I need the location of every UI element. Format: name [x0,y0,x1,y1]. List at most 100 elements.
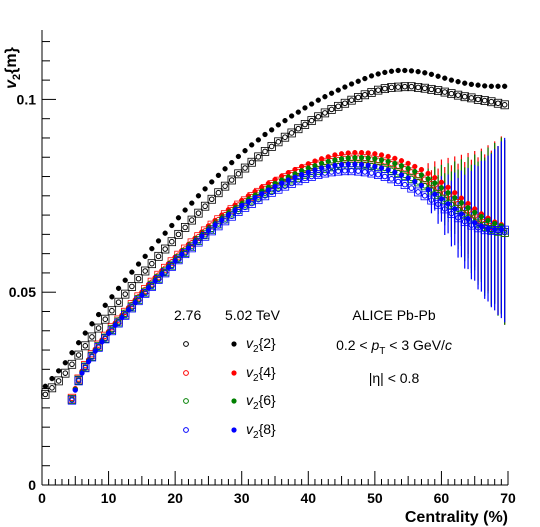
legend-marker-filled [231,370,237,376]
data-point [402,181,408,188]
data-point [235,153,242,160]
data-point [392,169,398,175]
syst-box [260,147,270,156]
data-point [155,238,162,244]
syst-box [394,177,403,186]
syst-box [334,166,343,176]
data-point [432,180,438,186]
data-point [228,177,235,183]
data-point [115,299,122,306]
data-point [501,227,508,233]
data-point [322,170,328,176]
data-point [461,93,468,100]
data-point [368,73,375,79]
data-point [348,167,355,174]
legend-label: v2{2} [246,335,276,355]
data-point [398,163,405,169]
data-point [262,148,268,155]
data-point [378,157,385,163]
data-point [432,175,438,181]
syst-box [87,352,97,362]
syst-box [107,326,117,336]
syst-box [493,98,503,108]
data-point [162,230,168,236]
data-point [42,391,49,398]
data-point [335,103,342,110]
data-point [42,383,48,389]
data-point [49,375,55,382]
syst-box [413,83,423,92]
data-point [468,81,475,88]
data-point [502,83,508,89]
data-point [202,186,208,192]
data-point [432,191,438,197]
data-point [175,231,182,238]
legend-marker-open [183,341,189,347]
legend-label: v2{4} [246,364,276,384]
data-point [102,302,108,308]
data-point [425,176,431,182]
data-point [475,225,481,231]
data-point [488,98,495,105]
data-point [352,161,358,167]
data-point [345,161,351,167]
syst-box [220,181,230,191]
syst-box [81,363,90,373]
data-point [382,85,388,92]
data-point [302,175,308,182]
data-point [402,67,408,74]
syst-box [320,108,330,118]
data-point [129,269,135,275]
data-point [162,270,168,276]
data-point [82,343,89,349]
data-point [208,228,215,234]
data-point [342,100,348,107]
y-tick-label: 0.1 [17,91,37,107]
syst-box [387,83,396,92]
data-point [55,378,62,384]
data-point [89,321,95,327]
data-point [109,327,115,334]
data-point [412,168,418,175]
data-point [372,156,378,162]
data-point [388,84,395,91]
data-point [465,205,471,211]
data-point [89,334,95,340]
data-point [455,214,461,221]
data-point [288,113,295,119]
data-point [275,186,282,193]
data-point [102,316,109,322]
syst-box [274,137,283,147]
data-point [348,81,355,87]
data-point [228,213,235,220]
syst-box [493,226,503,235]
data-point [308,117,315,124]
syst-box [300,174,310,183]
syst-box [394,82,403,92]
data-point [475,82,481,88]
data-point [395,178,401,185]
syst-box [47,383,57,393]
data-point [242,204,248,211]
annotation-pt-cut: 0.2 < pT < 3 GeV/c [336,337,452,357]
syst-box [440,87,449,97]
syst-box [161,268,170,278]
syst-box [327,167,336,177]
syst-box [127,303,137,313]
syst-box [161,244,170,254]
data-point [135,261,142,267]
data-point [235,171,242,177]
data-point [435,201,441,208]
syst-box [41,389,50,399]
data-point [169,222,175,229]
data-point [175,257,182,263]
syst-box [320,168,330,178]
syst-box [473,223,483,233]
data-point [149,260,155,267]
data-point [215,223,222,229]
syst-box [200,201,210,211]
data-point [155,276,162,283]
syst-box [307,172,316,181]
data-point [262,193,268,199]
syst-box [294,176,303,186]
